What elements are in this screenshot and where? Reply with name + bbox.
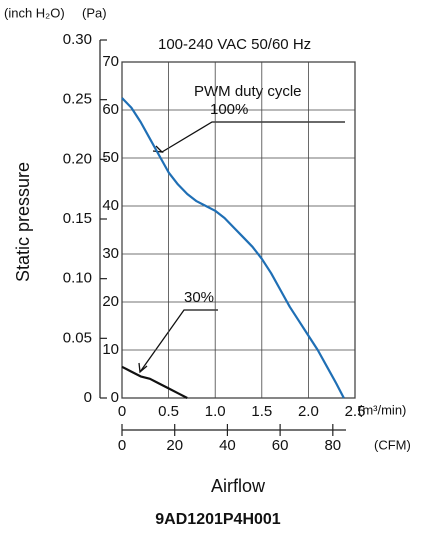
y-tick-label: 0 bbox=[111, 389, 119, 406]
x2-unit: (CFM) bbox=[374, 437, 411, 452]
y-tick-label: 70 bbox=[102, 53, 119, 70]
series-label: 30% bbox=[184, 289, 214, 306]
x2-tick-label: 60 bbox=[272, 437, 289, 454]
leader-line bbox=[139, 309, 218, 373]
series-line bbox=[121, 97, 345, 399]
x-tick-label: 1.5 bbox=[251, 403, 272, 420]
x2-tick-label: 40 bbox=[219, 437, 236, 454]
y-tick-label: 50 bbox=[102, 149, 119, 166]
x-axis-label: Airflow bbox=[211, 476, 266, 496]
y2-tick-label: 0 bbox=[84, 389, 92, 406]
arrow-head bbox=[138, 362, 148, 374]
annotation: PWM duty cycle bbox=[194, 83, 302, 100]
series-label: 100% bbox=[210, 101, 248, 118]
y-tick-label: 30 bbox=[102, 245, 119, 262]
x-tick-label: 1.0 bbox=[205, 403, 226, 420]
x-unit: (m³/min) bbox=[358, 402, 406, 417]
y-axis-label: Static pressure bbox=[13, 162, 33, 282]
y2-tick-label: 0.20 bbox=[63, 150, 92, 167]
x2-tick-label: 80 bbox=[324, 437, 341, 454]
y-unit: (Pa) bbox=[82, 5, 107, 20]
y2-tick-label: 0.15 bbox=[63, 210, 92, 227]
y-tick-label: 10 bbox=[102, 341, 119, 358]
y2-tick-label: 0.30 bbox=[63, 31, 92, 48]
y2-unit: (inch H₂O) bbox=[4, 5, 65, 20]
x-tick-label: 2.0 bbox=[298, 403, 319, 420]
y2-tick-label: 0.25 bbox=[63, 91, 92, 108]
x-tick-label: 0 bbox=[118, 403, 126, 420]
x2-tick-label: 20 bbox=[166, 437, 183, 454]
series-line bbox=[121, 365, 188, 399]
leader-line bbox=[161, 121, 345, 153]
y-tick-label: 60 bbox=[102, 101, 119, 118]
chart-title: 9AD1201P4H001 bbox=[155, 511, 281, 528]
x-tick-label: 0.5 bbox=[158, 403, 179, 420]
subtitle: 100-240 VAC 50/60 Hz bbox=[158, 36, 311, 53]
y-tick-label: 40 bbox=[102, 197, 119, 214]
y2-tick-label: 0.05 bbox=[63, 329, 92, 346]
y2-tick-label: 0.10 bbox=[63, 270, 92, 287]
x2-tick-label: 0 bbox=[118, 437, 126, 454]
y-tick-label: 20 bbox=[102, 293, 119, 310]
x-tick-label: 2.5 bbox=[345, 403, 366, 420]
